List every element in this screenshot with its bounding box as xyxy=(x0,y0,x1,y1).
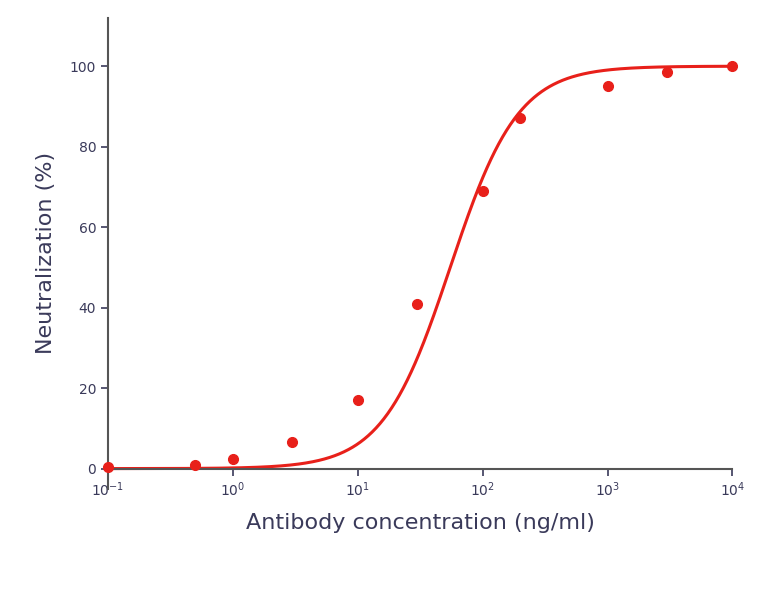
Y-axis label: Neutralization (%): Neutralization (%) xyxy=(36,152,56,355)
X-axis label: Antibody concentration (ng/ml): Antibody concentration (ng/ml) xyxy=(246,513,594,533)
